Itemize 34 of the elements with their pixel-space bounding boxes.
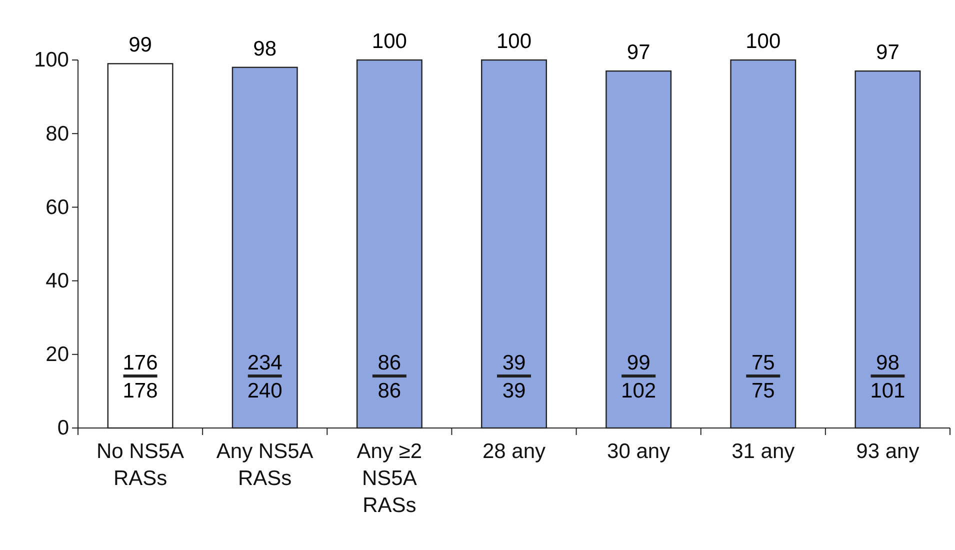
annotation: 86: [378, 379, 402, 402]
data-label: 100: [496, 30, 532, 53]
data-label: 100: [372, 30, 407, 53]
y-tick-label: 0: [57, 416, 69, 440]
annotation: 101: [870, 379, 906, 402]
annotation: 39: [502, 351, 526, 374]
annotation: 75: [751, 379, 775, 402]
annotation: 102: [621, 379, 656, 402]
x-tick-label: 28 any: [482, 440, 546, 463]
data-label: 97: [626, 41, 650, 64]
annotation: 39: [502, 379, 526, 402]
data-label: 98: [253, 37, 277, 60]
y-tick-label: 80: [46, 122, 69, 146]
y-tick-label: 100: [34, 48, 69, 72]
annotation: 178: [122, 379, 158, 402]
x-tick-label: 30 any: [607, 440, 671, 463]
annotation: 234: [247, 351, 283, 374]
x-tick-label: Any NS5A RASs: [216, 440, 314, 490]
annotation: 75: [751, 351, 775, 374]
y-tick-label: 60: [46, 196, 69, 219]
annotation: 99: [626, 351, 650, 374]
y-tick-label: 20: [46, 343, 69, 366]
y-tick-label: 40: [46, 270, 69, 293]
annotation: 176: [122, 351, 158, 374]
data-label: 100: [746, 30, 781, 53]
x-tick-label: 31 any: [732, 440, 796, 463]
x-tick-label: Any ≥2 NS5A RASs: [356, 440, 422, 517]
data-label: 97: [876, 41, 900, 64]
annotation: 98: [876, 351, 900, 374]
annotation: 86: [378, 351, 402, 374]
annotation: 240: [247, 379, 282, 402]
x-tick-label: No NS5A RASs: [96, 440, 184, 490]
x-tick-label: 93 any: [856, 440, 920, 463]
data-label: 99: [128, 34, 152, 57]
